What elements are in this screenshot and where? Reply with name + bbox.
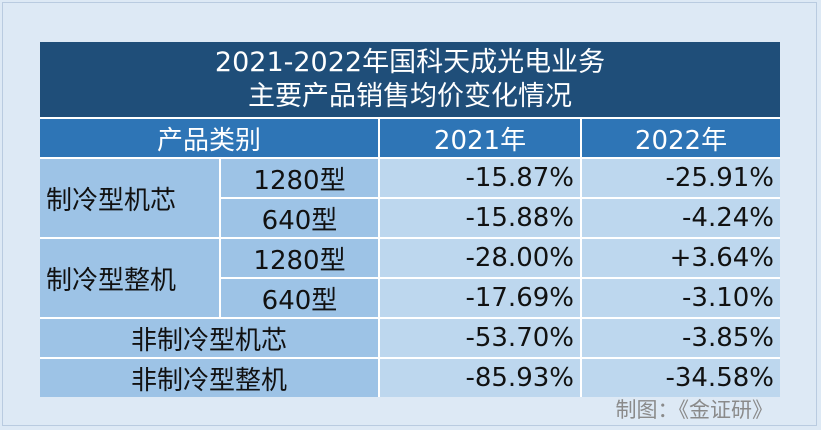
value-2021: -17.69% xyxy=(378,279,580,317)
sub-category: 1280型 xyxy=(219,159,378,197)
header-2022: 2022年 xyxy=(580,119,780,157)
source-caption: 制图：《金证研》 xyxy=(615,398,774,422)
header-2021: 2021年 xyxy=(378,119,580,157)
table-row: 非制冷型整机 -85.93% -34.58% xyxy=(40,357,780,397)
title-line-2: 主要产品销售均价变化情况 xyxy=(248,80,572,112)
group-cooled-complete: 制冷型整机 1280型 -28.00% +3.64% 640型 -17.69% … xyxy=(40,237,780,317)
value-2021: -15.87% xyxy=(378,159,580,197)
value-2022: -3.85% xyxy=(580,319,780,357)
sub-category: 640型 xyxy=(219,279,378,317)
sub-category: 640型 xyxy=(219,199,378,237)
value-2021: -15.88% xyxy=(378,199,580,237)
table-title: 2021-2022年国科天成光电业务 主要产品销售均价变化情况 xyxy=(40,42,780,117)
sub-category: 1280型 xyxy=(219,239,378,277)
value-2022: -25.91% xyxy=(580,159,780,197)
value-2022: +3.64% xyxy=(580,239,780,277)
group-name: 制冷型整机 xyxy=(40,239,219,317)
header-row: 产品类别 2021年 2022年 xyxy=(40,117,780,157)
value-2021: -53.70% xyxy=(378,319,580,357)
group-name: 制冷型机芯 xyxy=(40,159,219,237)
row-name: 非制冷型机芯 xyxy=(40,319,378,357)
value-2022: -3.10% xyxy=(580,279,780,317)
header-category: 产品类别 xyxy=(156,125,261,156)
table-row: 非制冷型机芯 -53.70% -3.85% xyxy=(40,317,780,357)
outer-frame xyxy=(2,2,817,426)
value-2021: -85.93% xyxy=(378,359,580,397)
value-2022: -34.58% xyxy=(580,359,780,397)
value-2022: -4.24% xyxy=(580,199,780,237)
table-row: 1280型 -28.00% +3.64% xyxy=(219,239,780,277)
value-2021: -28.00% xyxy=(378,239,580,277)
table-row: 640型 -17.69% -3.10% xyxy=(219,277,780,317)
group-cooled-core: 制冷型机芯 1280型 -15.87% -25.91% 640型 -15.88%… xyxy=(40,157,780,237)
title-line-1: 2021-2022年国科天成光电业务 xyxy=(214,46,606,78)
price-change-table: 2021-2022年国科天成光电业务 主要产品销售均价变化情况 产品类别 202… xyxy=(40,42,780,397)
table-row: 1280型 -15.87% -25.91% xyxy=(219,159,780,197)
row-name: 非制冷型整机 xyxy=(40,359,378,397)
table-row: 640型 -15.88% -4.24% xyxy=(219,197,780,237)
